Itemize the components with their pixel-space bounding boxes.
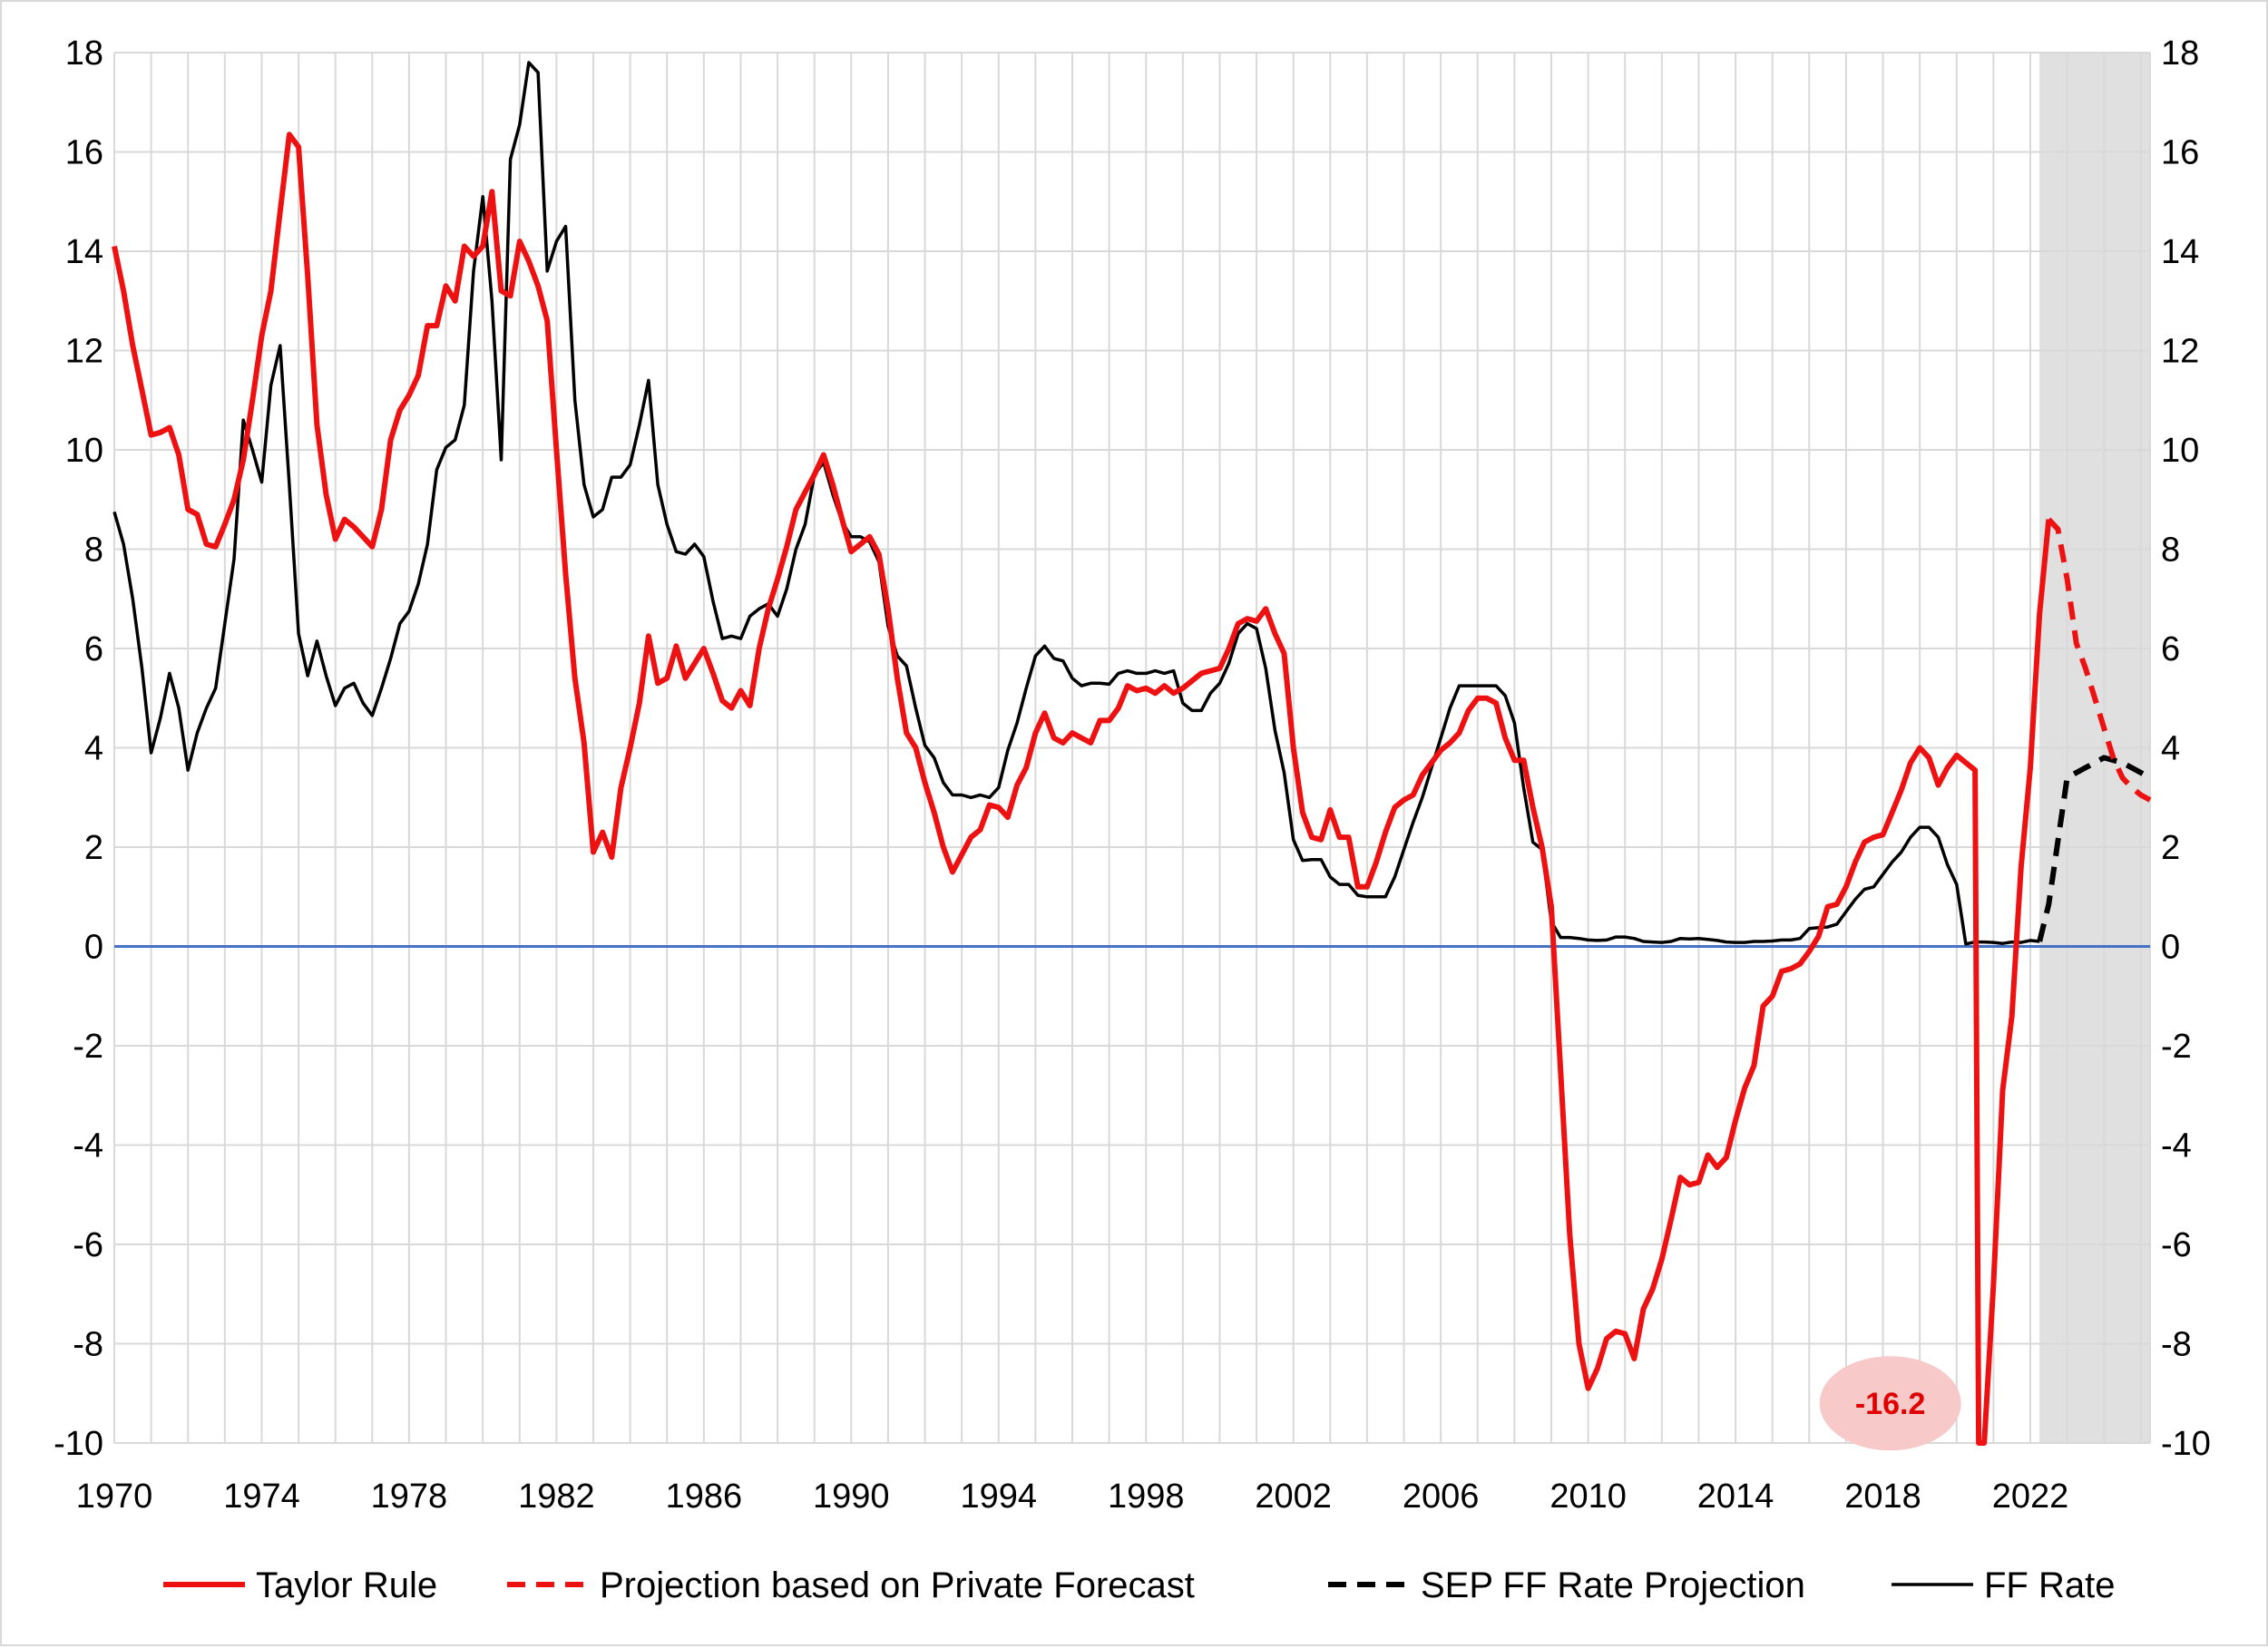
x-tick-label: 1994 <box>960 1477 1037 1516</box>
y-tick-label-left: 6 <box>84 630 103 668</box>
y-tick-label-right: 2 <box>2161 829 2180 867</box>
y-tick-label-left: -8 <box>73 1326 103 1364</box>
legend-label-ff-rate: FF Rate <box>1984 1565 2115 1605</box>
y-tick-label-right: 18 <box>2161 34 2199 73</box>
legend-label-taylor-rule: Taylor Rule <box>256 1565 437 1605</box>
annotation-bubble <box>1819 1356 1961 1451</box>
x-tick-label: 2014 <box>1697 1477 1774 1516</box>
y-tick-label-right: 10 <box>2161 432 2199 470</box>
y-tick-label-right: -2 <box>2161 1028 2192 1066</box>
x-tick-label: 1978 <box>371 1477 448 1516</box>
y-tick-label-right: -8 <box>2161 1326 2192 1364</box>
y-tick-label-right: 6 <box>2161 630 2180 668</box>
annotations: -16.2 <box>1819 1356 1961 1451</box>
y-tick-label-left: -4 <box>73 1127 103 1165</box>
y-tick-label-left: 2 <box>84 829 103 867</box>
legend-label-projection-based-on-private-forecast: Projection based on Private Forecast <box>600 1565 1195 1605</box>
y-tick-label-right: 12 <box>2161 333 2199 371</box>
x-tick-label: 2010 <box>1549 1477 1627 1516</box>
y-tick-label-right: 0 <box>2161 929 2180 967</box>
x-tick-label: 1998 <box>1108 1477 1185 1516</box>
x-tick-label: 1982 <box>518 1477 595 1516</box>
x-tick-label: 2006 <box>1403 1477 1480 1516</box>
y-tick-label-right: 14 <box>2161 233 2199 271</box>
y-tick-label-left: 10 <box>65 432 103 470</box>
series-line-ff-rate <box>112 61 2040 946</box>
y-tick-label-right: 8 <box>2161 531 2180 570</box>
x-tick-label: 2022 <box>1992 1477 2069 1516</box>
x-tick-label: 1986 <box>666 1477 743 1516</box>
x-tick-label: 1990 <box>813 1477 890 1516</box>
x-axis: 1970 1974 1978 1982 1986 1990 1994 1998 2002 2006… <box>76 1477 2069 1516</box>
y-tick-label-left: 14 <box>65 233 103 271</box>
series-line-sep-ff-rate-projection <box>2037 755 2152 942</box>
series-line-taylor-rule <box>112 132 2052 1446</box>
left-y-axis: 18 16 14 12 10 8 6 4 2 0 -2 -4 -6 -8 -10 <box>54 34 103 1463</box>
gridlines <box>113 52 2151 1444</box>
x-tick-label: 2002 <box>1255 1477 1332 1516</box>
y-tick-label-left: 8 <box>84 531 103 570</box>
series-lines <box>112 61 2152 1446</box>
y-tick-label-left: -10 <box>54 1425 103 1463</box>
y-tick-label-left: 18 <box>65 34 103 73</box>
x-tick-label: 1970 <box>76 1477 153 1516</box>
y-tick-label-right: 4 <box>2161 730 2180 768</box>
y-tick-label-right: -10 <box>2161 1425 2211 1463</box>
x-tick-label: 2018 <box>1844 1477 1921 1516</box>
x-tick-label: 1974 <box>223 1477 300 1516</box>
y-tick-label-left: 16 <box>65 134 103 172</box>
y-tick-label-left: -6 <box>73 1226 103 1264</box>
y-tick-label-right: -4 <box>2161 1127 2192 1165</box>
legend: Taylor Rule Projection based on Private F… <box>163 1565 2115 1605</box>
y-tick-label-left: 4 <box>84 730 103 768</box>
y-tick-label-left: 12 <box>65 333 103 371</box>
y-tick-label-left: 0 <box>84 929 103 967</box>
y-tick-label-right: -6 <box>2161 1226 2192 1264</box>
y-tick-label-right: 16 <box>2161 134 2199 172</box>
legend-label-sep-ff-rate-projection: SEP FF Rate Projection <box>1421 1565 1805 1605</box>
right-y-axis: 18 16 14 12 10 8 6 4 2 0 -2 -4 -6 -8 -10 <box>2161 34 2211 1463</box>
y-tick-label-left: -2 <box>73 1028 103 1066</box>
annotation-label: -16.2 <box>1855 1387 1926 1421</box>
